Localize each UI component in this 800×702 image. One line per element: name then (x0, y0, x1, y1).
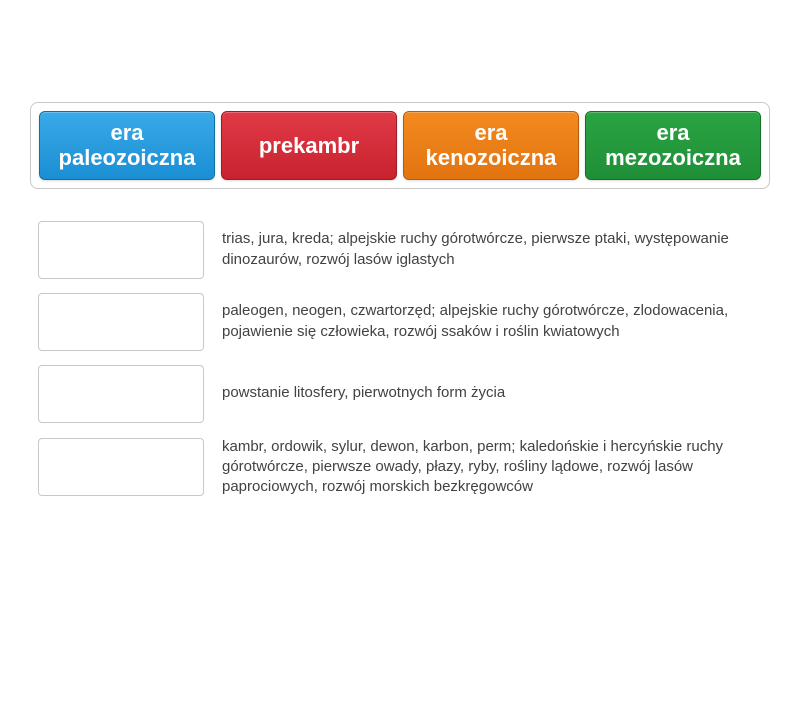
choice-kenozoiczna[interactable]: era kenozoiczna (403, 111, 579, 180)
item-row: kambr, ordowik, sylur, dewon, karbon, pe… (38, 437, 770, 498)
item-text: trias, jura, kreda; alpejskie ruchy góro… (222, 229, 770, 270)
choices-container: era paleozoiczna prekambr era kenozoiczn… (30, 102, 770, 189)
drop-target-3[interactable] (38, 438, 204, 496)
item-row: paleogen, neogen, czwartorzęd; alpejskie… (38, 293, 770, 351)
item-row: trias, jura, kreda; alpejskie ruchy góro… (38, 221, 770, 279)
choice-mezozoiczna[interactable]: era mezozoiczna (585, 111, 761, 180)
drop-target-1[interactable] (38, 293, 204, 351)
items-area: trias, jura, kreda; alpejskie ruchy góro… (38, 221, 770, 498)
choice-prekambr[interactable]: prekambr (221, 111, 397, 180)
drop-target-2[interactable] (38, 365, 204, 423)
drop-target-0[interactable] (38, 221, 204, 279)
item-text: paleogen, neogen, czwartorzęd; alpejskie… (222, 301, 770, 342)
item-row: powstanie litosfery, pierwotnych form ży… (38, 365, 770, 423)
item-text: kambr, ordowik, sylur, dewon, karbon, pe… (222, 437, 770, 498)
choice-paleozoiczna[interactable]: era paleozoiczna (39, 111, 215, 180)
item-text: powstanie litosfery, pierwotnych form ży… (222, 383, 770, 403)
